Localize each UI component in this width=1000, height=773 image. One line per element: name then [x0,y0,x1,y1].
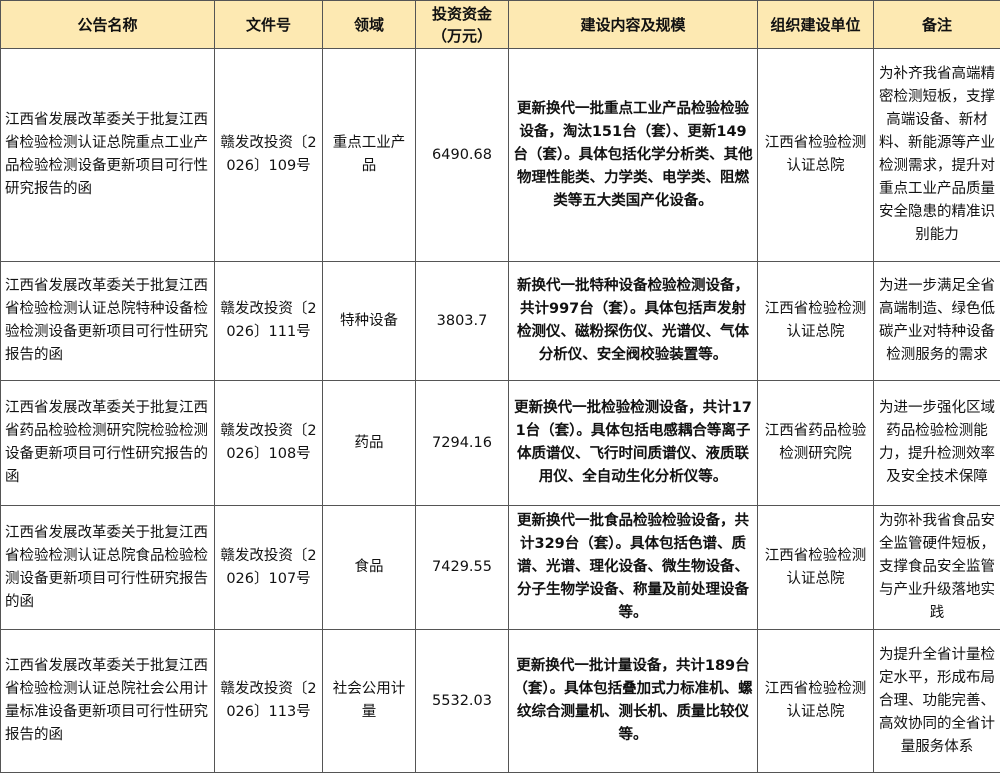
cell-content: 更新换代一批重点工业产品检验检验设备，淘汰151台（套）、更新149台（套）。具… [508,48,758,262]
header-doc: 文件号 [214,0,323,49]
cell-unit: 江西省检验检测认证总院 [757,629,874,773]
cell-fund: 7294.16 [415,380,509,506]
table-row: 江西省发展改革委关于批复江西省检验检测认证总院重点工业产品检验检测设备更新项目可… [0,48,1000,262]
cell-doc: 赣发改投资〔2026〕107号 [214,505,323,630]
header-content: 建设内容及规模 [508,0,758,49]
cell-note: 为补齐我省高端精密检测短板，支撑高端设备、新材料、新能源等产业检测需求，提升对重… [873,48,1000,262]
cell-content: 更新换代一批食品检验检验设备，共计329台（套）。具体包括色谱、质谱、光谱、理化… [508,505,758,630]
cell-note: 为进一步满足全省高端制造、绿色低碳产业对特种设备检测服务的需求 [873,261,1000,381]
cell-name: 江西省发展改革委关于批复江西省检验检测认证总院重点工业产品检验检测设备更新项目可… [0,48,215,262]
cell-fund: 5532.03 [415,629,509,773]
cell-doc: 赣发改投资〔2026〕108号 [214,380,323,506]
header-name: 公告名称 [0,0,215,49]
cell-unit: 江西省药品检验检测研究院 [757,380,874,506]
cell-doc: 赣发改投资〔2026〕109号 [214,48,323,262]
header-unit: 组织建设单位 [757,0,874,49]
cell-unit: 江西省检验检测认证总院 [757,48,874,262]
cell-name: 江西省发展改革委关于批复江西省检验检测认证总院社会公用计量标准设备更新项目可行性… [0,629,215,773]
cell-fund: 7429.55 [415,505,509,630]
table-row: 江西省发展改革委关于批复江西省检验检测认证总院特种设备检验检测设备更新项目可行性… [0,261,1000,381]
cell-note: 为弥补我省食品安全监管硬件短板，支撑食品安全监管与产业升级落地实践 [873,505,1000,630]
header-field: 领域 [322,0,416,49]
cell-content: 新换代一批特种设备检验检测设备，共计997台（套）。具体包括声发射检测仪、磁粉探… [508,261,758,381]
cell-unit: 江西省检验检测认证总院 [757,261,874,381]
cell-field: 特种设备 [322,261,416,381]
table-row: 江西省发展改革委关于批复江西省检验检测认证总院社会公用计量标准设备更新项目可行性… [0,629,1000,773]
cell-fund: 3803.7 [415,261,509,381]
cell-field: 药品 [322,380,416,506]
header-row: 公告名称 文件号 领域 投资资金（万元） 建设内容及规模 组织建设单位 备注 [0,0,1000,49]
cell-content: 更新换代一批计量设备，共计189台（套）。具体包括叠加式力标准机、螺纹综合测量机… [508,629,758,773]
cell-unit: 江西省检验检测认证总院 [757,505,874,630]
header-note: 备注 [873,0,1000,49]
table-row: 江西省发展改革委关于批复江西省检验检测认证总院食品检验检测设备更新项目可行性研究… [0,505,1000,630]
cell-field: 社会公用计量 [322,629,416,773]
cell-fund: 6490.68 [415,48,509,262]
cell-name: 江西省发展改革委关于批复江西省检验检测认证总院特种设备检验检测设备更新项目可行性… [0,261,215,381]
cell-field: 食品 [322,505,416,630]
cell-doc: 赣发改投资〔2026〕113号 [214,629,323,773]
cell-field: 重点工业产品 [322,48,416,262]
cell-note: 为进一步强化区域药品检验检测能力，提升检测效率及安全技术保障 [873,380,1000,506]
cell-content: 更新换代一批检验检测设备，共计171台（套）。具体包括电感耦合等离子体质谱仪、飞… [508,380,758,506]
cell-name: 江西省发展改革委关于批复江西省检验检测认证总院食品检验检测设备更新项目可行性研究… [0,505,215,630]
table-row: 江西省发展改革委关于批复江西省药品检验检测研究院检验检测设备更新项目可行性研究报… [0,380,1000,506]
cell-name: 江西省发展改革委关于批复江西省药品检验检测研究院检验检测设备更新项目可行性研究报… [0,380,215,506]
header-fund: 投资资金（万元） [415,0,509,49]
cell-note: 为提升全省计量检定水平，形成布局合理、功能完善、高效协同的全省计量服务体系 [873,629,1000,773]
cell-doc: 赣发改投资〔2026〕111号 [214,261,323,381]
